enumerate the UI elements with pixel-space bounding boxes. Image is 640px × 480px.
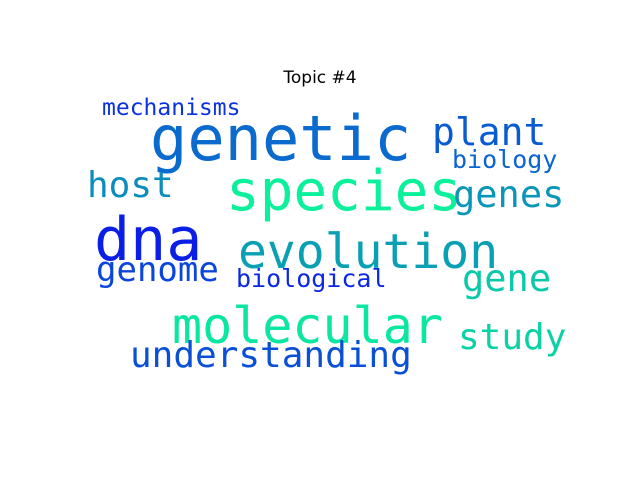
word-molecular: molecular [172, 297, 443, 355]
word-plant: plant [432, 110, 547, 154]
word-biology: biology [452, 145, 558, 174]
word-mechanisms: mechanisms [102, 95, 241, 121]
word-evolution: evolution [238, 224, 499, 280]
word-gene: gene [462, 257, 552, 300]
figure-title: Topic #4 [283, 68, 357, 88]
word-species: species [226, 159, 463, 224]
word-host: host [87, 165, 174, 206]
word-genome: genome [96, 250, 219, 290]
word-understanding: understanding [130, 335, 412, 376]
word-biological: biological [236, 264, 387, 293]
word-dna: dna [94, 205, 203, 275]
word-genes: genes [453, 173, 565, 216]
word-study: study [458, 317, 567, 358]
word-genetic: genetic [150, 102, 412, 175]
